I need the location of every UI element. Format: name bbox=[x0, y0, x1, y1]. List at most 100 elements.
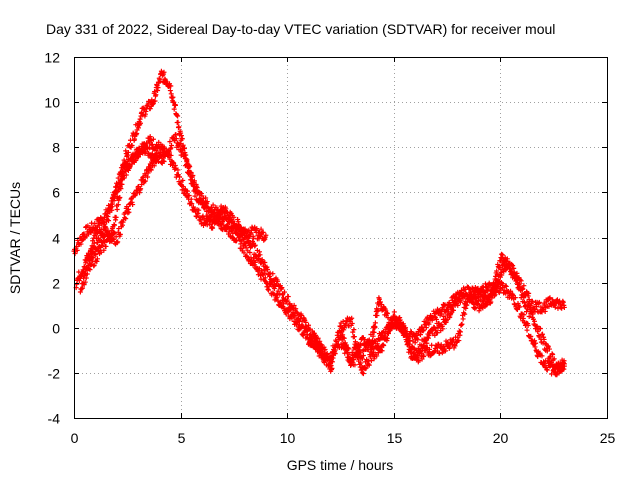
data-point bbox=[346, 351, 352, 357]
data-point bbox=[252, 242, 258, 248]
data-point bbox=[84, 265, 90, 271]
data-point bbox=[536, 299, 542, 305]
data-series bbox=[71, 68, 567, 378]
data-point bbox=[322, 347, 328, 353]
data-point bbox=[161, 69, 167, 75]
x-tick-label: 10 bbox=[280, 430, 296, 446]
data-point bbox=[352, 362, 358, 368]
data-point bbox=[285, 308, 291, 314]
x-tick-label: 20 bbox=[493, 430, 509, 446]
data-point bbox=[81, 282, 87, 288]
x-tick-label: 25 bbox=[600, 430, 616, 446]
data-point bbox=[532, 338, 538, 344]
data-point bbox=[426, 321, 432, 327]
data-point bbox=[247, 249, 253, 255]
data-point bbox=[140, 174, 146, 180]
data-point bbox=[89, 250, 95, 256]
data-point bbox=[189, 174, 195, 180]
data-point bbox=[356, 355, 362, 361]
data-point bbox=[178, 130, 184, 136]
series-track-7 bbox=[338, 279, 567, 378]
data-point bbox=[280, 301, 286, 307]
data-point bbox=[175, 113, 181, 119]
data-point bbox=[382, 335, 388, 341]
data-point bbox=[113, 214, 119, 220]
data-point bbox=[375, 308, 381, 314]
data-point bbox=[512, 295, 518, 301]
data-point bbox=[384, 335, 390, 341]
data-point bbox=[351, 334, 357, 340]
data-point bbox=[409, 344, 415, 350]
data-point bbox=[227, 217, 233, 223]
data-point bbox=[169, 142, 175, 148]
data-point bbox=[245, 234, 251, 240]
data-point bbox=[324, 350, 330, 356]
data-point bbox=[254, 226, 260, 232]
data-point bbox=[341, 335, 347, 341]
data-point bbox=[353, 350, 359, 356]
data-point bbox=[94, 256, 100, 262]
data-point bbox=[374, 353, 380, 359]
data-point bbox=[238, 238, 244, 244]
data-point bbox=[113, 234, 119, 240]
data-point bbox=[116, 180, 122, 186]
data-point bbox=[112, 192, 118, 198]
data-point bbox=[91, 240, 97, 246]
data-point bbox=[303, 319, 309, 325]
data-point bbox=[544, 299, 550, 305]
data-point bbox=[292, 313, 298, 319]
data-point bbox=[134, 149, 140, 155]
data-point bbox=[200, 199, 206, 205]
data-point bbox=[490, 281, 496, 287]
data-point bbox=[240, 230, 246, 236]
data-point bbox=[488, 299, 494, 305]
data-point bbox=[551, 356, 557, 362]
data-point bbox=[429, 342, 435, 348]
data-point bbox=[191, 184, 197, 190]
data-point bbox=[148, 167, 154, 173]
data-point bbox=[361, 337, 367, 343]
data-point bbox=[94, 217, 100, 223]
data-point bbox=[521, 283, 527, 289]
data-point bbox=[193, 188, 199, 194]
data-point bbox=[457, 329, 463, 335]
y-tick-label: 2 bbox=[52, 276, 60, 292]
x-tick-label: 15 bbox=[387, 430, 403, 446]
data-point bbox=[206, 208, 212, 214]
data-point bbox=[93, 252, 99, 258]
data-point bbox=[117, 194, 123, 200]
data-point bbox=[118, 186, 124, 192]
data-point bbox=[455, 296, 461, 302]
data-point bbox=[188, 196, 194, 202]
data-point bbox=[210, 225, 216, 231]
data-point bbox=[116, 226, 122, 232]
data-point bbox=[230, 230, 236, 236]
y-tick-label: 10 bbox=[44, 95, 60, 111]
data-point bbox=[542, 340, 548, 346]
data-point bbox=[252, 259, 258, 265]
data-point bbox=[117, 231, 123, 237]
data-point bbox=[455, 302, 461, 308]
data-point bbox=[87, 254, 93, 260]
data-point bbox=[138, 186, 144, 192]
data-point bbox=[363, 365, 369, 371]
data-point bbox=[392, 314, 398, 320]
data-point bbox=[343, 342, 349, 348]
data-point bbox=[546, 359, 552, 365]
data-point bbox=[220, 216, 226, 222]
data-point bbox=[375, 343, 381, 349]
data-point bbox=[105, 214, 111, 220]
data-point bbox=[299, 323, 305, 329]
data-point bbox=[130, 202, 136, 208]
data-point bbox=[271, 286, 277, 292]
data-point bbox=[496, 265, 502, 271]
data-point bbox=[560, 360, 566, 366]
data-point bbox=[80, 285, 86, 291]
data-point bbox=[210, 202, 216, 208]
data-point bbox=[123, 172, 129, 178]
data-point bbox=[96, 222, 102, 228]
data-point bbox=[483, 302, 489, 308]
data-point bbox=[151, 163, 157, 169]
data-point bbox=[244, 232, 250, 238]
data-point bbox=[241, 250, 247, 256]
